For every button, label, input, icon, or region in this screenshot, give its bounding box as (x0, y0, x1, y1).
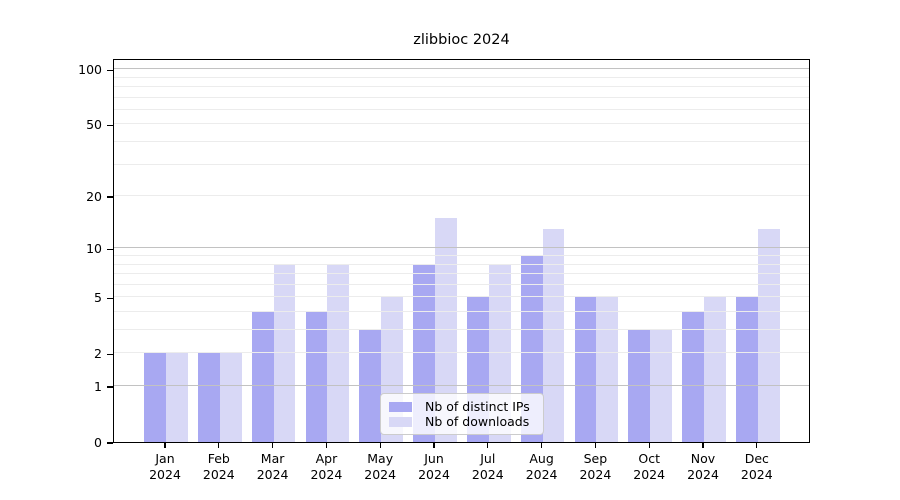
bar-ips-jan (144, 353, 166, 442)
chart-title: zlibbioc 2024 (413, 32, 510, 48)
x-tick-label: Sep 2024 (579, 451, 612, 482)
x-tick (433, 443, 435, 448)
gridline-major (114, 247, 809, 249)
x-tick (756, 443, 758, 448)
x-tick-label: Nov 2024 (687, 451, 719, 482)
y-tick (107, 69, 113, 71)
gridline-minor (114, 163, 809, 165)
x-tick (379, 443, 381, 448)
gridline-major (114, 68, 809, 70)
gridline-minor (114, 329, 809, 330)
legend-swatch-ips (389, 401, 412, 412)
x-tick-label: Feb 2024 (202, 451, 235, 482)
x-tick (325, 443, 328, 448)
legend-row: Nb of downloads (389, 414, 535, 429)
legend-row: Nb of distinct IPs (389, 399, 535, 414)
legend-label: Nb of distinct IPs (425, 399, 530, 414)
y-tick-label: 10 (86, 241, 102, 257)
bar-ips-nov (682, 312, 704, 442)
gridline-minor (114, 76, 809, 78)
x-tick (540, 443, 543, 448)
bar-ips-may (359, 330, 382, 442)
y-tick (107, 124, 113, 127)
x-tick (271, 443, 274, 448)
gridline-minor (114, 311, 809, 312)
x-tick-label: Mar 2024 (256, 451, 289, 482)
y-tick (107, 386, 113, 388)
x-tick (594, 443, 597, 448)
gridline-minor (114, 296, 809, 298)
y-tick-label: 100 (78, 62, 102, 78)
x-tick (218, 443, 220, 448)
bar-downloads-feb (219, 353, 242, 442)
y-tick (107, 353, 113, 355)
y-tick (107, 297, 113, 299)
x-tick-label: Jun 2024 (418, 451, 450, 482)
gridline-minor (114, 255, 809, 256)
gridline-minor (114, 123, 809, 125)
y-tick (107, 196, 113, 198)
gridline-minor (114, 263, 809, 265)
x-tick (702, 443, 704, 448)
plot-area (113, 59, 810, 443)
bar-downloads-nov (704, 297, 726, 442)
x-tick-label: Jan 2024 (149, 451, 181, 482)
gridline-minor (114, 283, 809, 285)
bar-ips-dec (736, 297, 758, 442)
y-tick (107, 442, 113, 444)
bar-downloads-jun (435, 218, 457, 442)
legend: Nb of distinct IPs Nb of downloads (380, 393, 544, 435)
bar-ips-sep (574, 297, 597, 442)
bar-ips-mar (251, 312, 274, 442)
x-tick-label: May 2024 (364, 451, 397, 482)
legend-swatch-downloads (389, 416, 412, 427)
gridline-major (114, 385, 809, 386)
gridline-minor (114, 273, 809, 274)
x-tick (648, 443, 650, 448)
x-tick-label: Jul 2024 (471, 451, 504, 482)
gridline-minor (114, 352, 809, 354)
y-tick-label: 2 (94, 346, 102, 362)
bar-ips-apr (305, 312, 328, 442)
bar-downloads-sep (596, 297, 619, 442)
bar-downloads-jan (166, 353, 188, 442)
legend-label: Nb of downloads (425, 414, 530, 429)
y-tick-label: 20 (86, 189, 102, 205)
x-tick (164, 443, 166, 448)
y-tick-label: 5 (94, 290, 102, 306)
bar-ips-oct (628, 330, 651, 442)
bar-downloads-oct (650, 330, 672, 442)
bar-downloads-dec (757, 228, 780, 442)
y-tick-label: 50 (86, 117, 102, 133)
y-tick-label: 0 (94, 435, 102, 450)
gridline-minor (114, 86, 809, 87)
gridline-minor (114, 195, 809, 197)
bar-ips-feb (198, 353, 220, 442)
x-tick (487, 443, 489, 448)
y-tick-label: 1 (94, 379, 102, 394)
x-tick-label: Oct 2024 (633, 451, 666, 482)
x-tick-label: Dec 2024 (740, 451, 773, 482)
gridline-minor (114, 141, 809, 142)
y-tick (107, 248, 113, 250)
bar-downloads-aug (542, 228, 565, 442)
gridline-minor (114, 108, 809, 110)
gridline-minor (114, 96, 809, 98)
x-tick-label: Aug 2024 (525, 451, 558, 482)
x-tick-label: Apr 2024 (310, 451, 343, 482)
